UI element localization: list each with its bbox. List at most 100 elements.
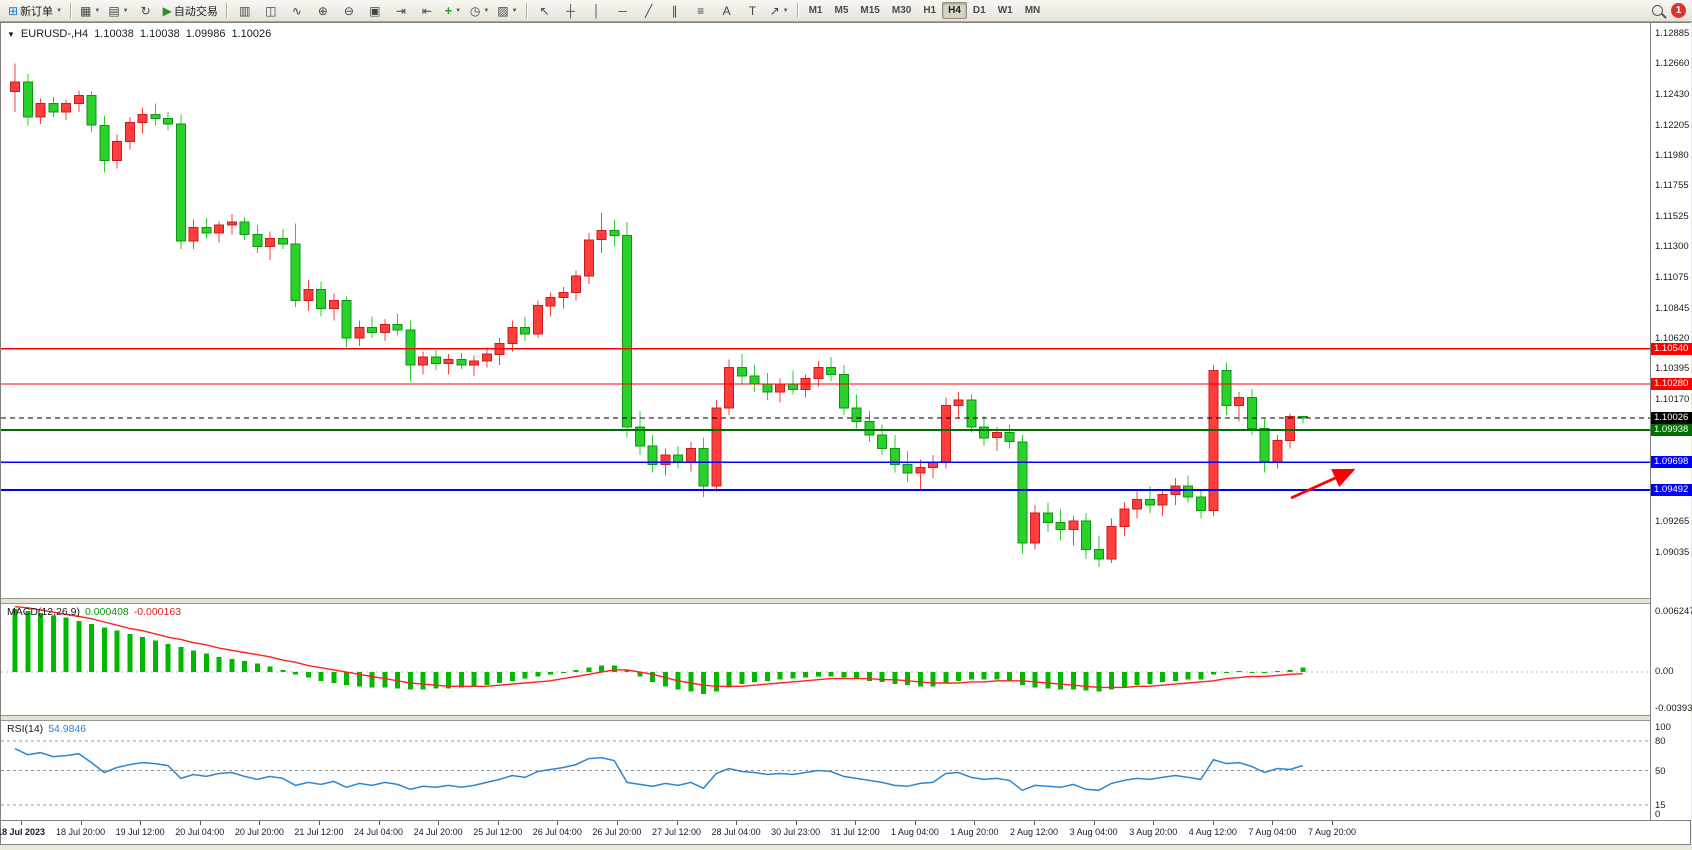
notification-badge[interactable]: 1 bbox=[1671, 3, 1686, 18]
price-axis-label: 1.09035 bbox=[1655, 546, 1690, 558]
timeframe-button-m5[interactable]: M5 bbox=[834, 5, 849, 16]
text-label-icon: T bbox=[748, 3, 757, 18]
price-tag-1.09492: 1.09492 bbox=[1651, 483, 1692, 496]
candle bbox=[889, 448, 900, 466]
new-order-button[interactable]: ⊞ 新订单 ▼ bbox=[4, 1, 66, 21]
macd-histogram-bar bbox=[701, 672, 706, 694]
macd-histogram-bar bbox=[1185, 672, 1191, 680]
time-axis-tick bbox=[1034, 821, 1036, 825]
fibonacci-button[interactable]: ≡ bbox=[688, 1, 714, 21]
price-axis-label: 1.12430 bbox=[1655, 89, 1690, 101]
chart-shift-button[interactable]: ⇤ bbox=[414, 1, 440, 21]
candle bbox=[175, 123, 186, 242]
crosshair-button[interactable]: ┼ bbox=[558, 1, 584, 21]
channel-button[interactable]: ∥ bbox=[662, 1, 688, 21]
time-axis-label: 24 Jul 04:00 bbox=[354, 827, 404, 837]
price-axis-label: 1.11525 bbox=[1655, 211, 1689, 223]
search-icon[interactable] bbox=[1652, 5, 1663, 16]
indicators-button[interactable]: + ▼ bbox=[440, 1, 466, 21]
macd-histogram-bar bbox=[12, 608, 18, 673]
timeframe-button-m30[interactable]: M30 bbox=[891, 5, 912, 16]
time-axis-label: 20 Jul 20:00 bbox=[234, 827, 284, 837]
auto-scroll-button[interactable]: ⇥ bbox=[388, 1, 414, 21]
candle bbox=[405, 329, 416, 366]
timeframe-button-d1[interactable]: D1 bbox=[972, 5, 986, 16]
text-label-button[interactable]: T bbox=[740, 1, 766, 21]
trendline-button[interactable]: ╱ bbox=[636, 1, 662, 21]
macd-signal-value: -0.000163 bbox=[133, 606, 182, 618]
autotrade-button[interactable]: ▶ 自动交易 bbox=[159, 1, 222, 21]
candle bbox=[469, 360, 479, 366]
bar-chart-icon: ▥ bbox=[239, 3, 251, 18]
candle bbox=[749, 375, 760, 385]
time-axis-label: 7 Aug 04:00 bbox=[1248, 827, 1297, 837]
macd-histogram-bar bbox=[229, 659, 235, 673]
candle bbox=[379, 324, 390, 334]
new-chart-button[interactable]: ▦ ▼ bbox=[76, 1, 104, 21]
candle bbox=[979, 426, 989, 439]
candle bbox=[22, 81, 33, 118]
candle bbox=[571, 275, 581, 293]
timeframe-button-h4[interactable]: H4 bbox=[942, 2, 967, 19]
macd-histogram-bar bbox=[356, 672, 362, 687]
time-axis[interactable]: 18 Jul 2023 18 Jul 20:00 19 Jul 12:00 20 Ju… bbox=[0, 820, 1690, 844]
time-axis-label: 27 Jul 12:00 bbox=[651, 827, 702, 837]
macd-histogram-bar bbox=[76, 620, 82, 673]
macd-histogram-bar bbox=[152, 640, 158, 673]
macd-histogram-bar bbox=[803, 672, 808, 678]
candle bbox=[418, 356, 428, 366]
line-chart-icon: ∿ bbox=[291, 3, 302, 18]
arrow-annotation[interactable] bbox=[1290, 468, 1356, 500]
zoom-in-button[interactable]: ⊕ bbox=[310, 1, 336, 21]
macd-histogram-bar bbox=[420, 672, 426, 690]
crosshair-icon: ┼ bbox=[566, 3, 575, 18]
macd-histogram-bar bbox=[497, 672, 502, 683]
tile-windows-button[interactable]: ▣ bbox=[362, 1, 388, 21]
zoom-out-button[interactable]: ⊖ bbox=[336, 1, 362, 21]
macd-histogram-bar bbox=[280, 669, 286, 673]
price-axis[interactable]: 1.12885 1.12660 1.12430 1.12205 1.11980 1.117… bbox=[1650, 23, 1692, 820]
periods-button[interactable]: ◷ ▼ bbox=[466, 1, 493, 21]
text-button[interactable]: A bbox=[714, 1, 740, 21]
time-axis-tick bbox=[616, 821, 618, 825]
timeframe-button-m1[interactable]: M1 bbox=[808, 5, 823, 16]
profiles-button[interactable]: ▤ ▼ bbox=[104, 1, 132, 21]
candle bbox=[1017, 441, 1028, 544]
line-chart-button[interactable]: ∿ bbox=[284, 1, 310, 21]
horizontal-line-button[interactable]: ─ bbox=[610, 1, 636, 21]
macd-histogram-bar bbox=[407, 672, 413, 690]
tile-windows-icon: ▣ bbox=[369, 3, 381, 18]
channel-icon: ∥ bbox=[671, 3, 678, 18]
refresh-button[interactable]: ↻ bbox=[133, 1, 159, 21]
macd-histogram-bar bbox=[548, 672, 553, 675]
macd-histogram-bar bbox=[1070, 672, 1076, 690]
cursor-button[interactable]: ↖ bbox=[532, 1, 558, 21]
panel-separator-rsi[interactable] bbox=[1, 715, 1690, 721]
timeframe-button-mn[interactable]: MN bbox=[1024, 5, 1041, 16]
chart-window bbox=[0, 22, 1691, 845]
candle-chart-button[interactable]: ◫ bbox=[258, 1, 284, 21]
new-order-label: 新订单 bbox=[20, 5, 54, 18]
timeframe-button-h1[interactable]: H1 bbox=[923, 5, 937, 16]
macd-histogram-bar bbox=[1198, 672, 1204, 680]
vertical-line-button[interactable]: │ bbox=[584, 1, 610, 21]
collapse-chart-icon[interactable]: ▼ bbox=[7, 29, 15, 39]
macd-histogram-bar bbox=[242, 661, 247, 673]
candle bbox=[558, 291, 569, 299]
arrows-button[interactable]: ↗ ▼ bbox=[766, 1, 793, 21]
price-chart[interactable] bbox=[1, 24, 1650, 598]
templates-button[interactable]: ▨ ▼ bbox=[493, 1, 521, 21]
panel-separator-macd[interactable] bbox=[1, 598, 1690, 604]
candle bbox=[1106, 526, 1117, 560]
bar-chart-button[interactable]: ▥ bbox=[232, 1, 258, 21]
candle bbox=[201, 227, 212, 234]
macd-histogram-bar bbox=[165, 643, 171, 673]
profiles-icon: ▤ bbox=[108, 3, 120, 18]
rsi-chart[interactable] bbox=[1, 721, 1650, 820]
timeframe-button-m15[interactable]: M15 bbox=[860, 5, 880, 16]
new-chart-icon: ▦ bbox=[80, 3, 92, 18]
macd-histogram-bar bbox=[599, 665, 604, 673]
timeframe-button-w1[interactable]: W1 bbox=[997, 5, 1013, 16]
macd-chart[interactable] bbox=[1, 604, 1650, 715]
